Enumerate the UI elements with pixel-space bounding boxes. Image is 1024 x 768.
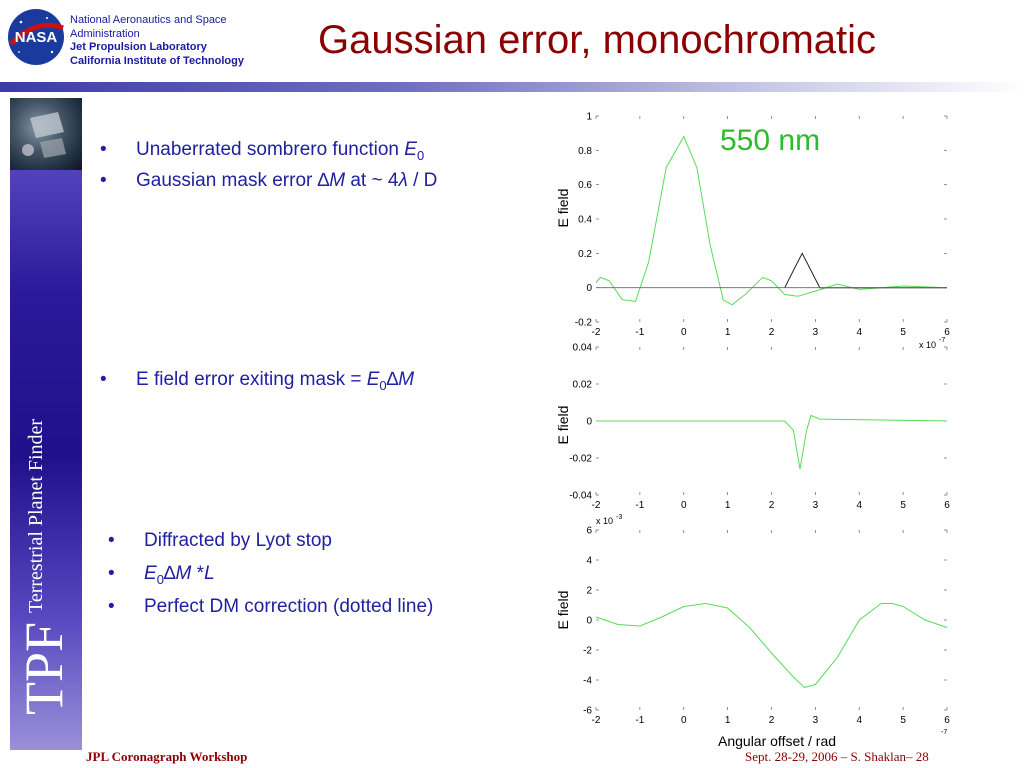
y-tick-label: 0 [586, 417, 592, 428]
nasa-logo-text: NASA [15, 29, 58, 46]
y-exponent-label: x 10 [596, 516, 613, 526]
y-tick-label: 0.8 [578, 146, 592, 157]
y-tick-label: -4 [583, 676, 592, 687]
series-line [595, 602, 948, 689]
x-tick-label: -1 [635, 500, 644, 511]
y-axis-label: E field [555, 189, 571, 228]
tpf-name-text: Terrestrial Planet Finder [25, 419, 47, 613]
x-tick-label: -1 [635, 715, 644, 726]
x-tick-label: 3 [813, 500, 819, 511]
x-tick-label: 5 [900, 500, 906, 511]
tpf-vertical-logo: TPF Terrestrial Planet Finder [14, 419, 74, 715]
y-tick-label: -2 [583, 646, 592, 657]
series-line [596, 414, 948, 470]
x-tick-label: 2 [769, 500, 775, 511]
y-exponent-sup: -3 [616, 514, 622, 521]
x-tick-label: 4 [856, 715, 862, 726]
plot-bottom: -2 -1 0 1 2 3 4 5 6 -6 -4 -2 0 2 4 6 E field x 10 -3 -7 [555, 514, 950, 736]
y-tick-label: 4 [586, 556, 592, 567]
x-tick-label: 5 [900, 327, 906, 338]
y-tick-label: 1 [586, 112, 592, 123]
y-tick-label: 0.04 [573, 343, 593, 354]
x-tick-label: -2 [592, 715, 601, 726]
x-tick-label: -2 [592, 500, 601, 511]
x-tick-label: 6 [944, 327, 950, 338]
org-line-1: National Aeronautics and Space [70, 14, 227, 26]
y-tick-label: -6 [583, 706, 592, 717]
x-tick-label: 4 [856, 327, 862, 338]
y-tick-label: 0.4 [578, 215, 592, 226]
y-tick-label: 6 [586, 526, 592, 537]
x-tick-label: 1 [725, 500, 731, 511]
plot-top: -2 -1 0 1 2 3 4 5 6 -0.2 0 0.2 0.4 0.6 0.8 1 E field x 10… [555, 112, 950, 351]
x-tick-label: 2 [769, 327, 775, 338]
x-tick-label: 0 [681, 327, 687, 338]
x-tick-label: 1 [725, 327, 731, 338]
wavelength-label: 550 nm [720, 124, 821, 157]
y-tick-label: 0 [586, 283, 592, 294]
x-tick-label: -2 [592, 327, 601, 338]
x-tick-label: 0 [681, 500, 687, 511]
page-title: Gaussian error, monochromatic [318, 18, 877, 62]
org-line-2: Administration [70, 27, 140, 40]
series-line [595, 135, 948, 306]
header-rule [0, 82, 1024, 92]
x-tick-label: 0 [681, 715, 687, 726]
sidebar-banner [10, 98, 82, 750]
plot-middle: -2 -1 0 1 2 3 4 5 6 -0.04 -0.02 0 0.02 0.04 E field [555, 343, 950, 512]
header-organization: National Aeronautics and Space Administr… [70, 14, 244, 68]
x-axis-label: Angular offset / rad [718, 733, 837, 749]
x-tick-label: 2 [769, 715, 775, 726]
y-tick-label: 2 [586, 586, 592, 597]
y-tick-label: -0.2 [575, 318, 593, 329]
x-exponent-sup: -7 [941, 729, 947, 736]
x-tick-label: -1 [635, 327, 644, 338]
x-tick-label: 3 [813, 327, 819, 338]
nasa-logo: NASA [7, 8, 65, 66]
y-tick-label: -0.04 [569, 491, 592, 502]
x-exponent-sup: -7 [939, 337, 945, 344]
y-tick-label: -0.02 [569, 454, 592, 465]
y-tick-label: 0 [586, 616, 592, 627]
spacecraft-image [10, 98, 82, 170]
x-tick-label: 6 [944, 500, 950, 511]
y-tick-label: 0.02 [573, 380, 593, 391]
x-tick-label: 1 [725, 715, 731, 726]
footer-workshop: JPL Coronagraph Workshop [86, 749, 248, 764]
lab-name: Jet Propulsion Laboratory [70, 41, 207, 53]
y-tick-label: 0.2 [578, 249, 592, 260]
footer-date-author: Sept. 28-29, 2006 – S. Shaklan– 28 [745, 749, 929, 764]
y-axis-label: E field [555, 406, 571, 445]
tpf-logo-text: TPF [14, 622, 74, 715]
nasa-meatball-icon: NASA [8, 9, 64, 65]
x-exponent-label: x 10 [919, 340, 936, 350]
y-axis-label: E field [555, 591, 571, 630]
y-tick-label: 0.6 [578, 180, 592, 191]
x-tick-label: 4 [856, 500, 862, 511]
x-tick-label: 6 [944, 715, 950, 726]
series-line [784, 252, 947, 289]
x-tick-label: 5 [900, 715, 906, 726]
x-tick-label: 3 [813, 715, 819, 726]
spacecraft-icon [22, 112, 66, 158]
institute-name: California Institute of Technology [70, 54, 244, 67]
